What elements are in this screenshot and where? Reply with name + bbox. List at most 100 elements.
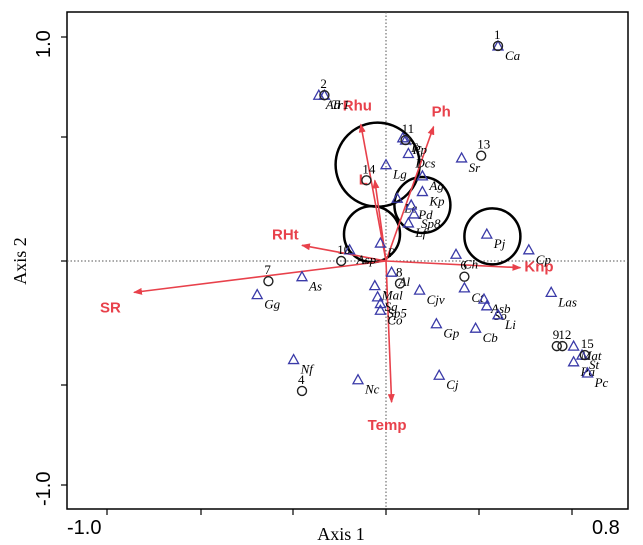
env-vectors: Rhu Ph L RHt SR Knp Temp [100, 97, 554, 434]
species-point-nf [287, 353, 300, 365]
species-label-lg: Lg [392, 167, 407, 182]
species-point-al [385, 265, 398, 277]
species-point-sg [371, 290, 384, 302]
vector-label-rhu: Rhu [343, 97, 372, 114]
species-point-gp [430, 317, 443, 329]
species-label-sp5: Sp5 [387, 306, 407, 321]
species-label-ch: Ch [463, 256, 478, 271]
species-point-lc [391, 191, 404, 203]
site-label-10: 10 [337, 242, 350, 257]
species-label-cj: Cj [446, 377, 459, 392]
site-label-13: 13 [477, 137, 490, 152]
site-label-12: 12 [558, 327, 571, 342]
species-point-las [545, 286, 558, 298]
species-point-asp [343, 243, 356, 255]
species-point-mat [567, 339, 580, 351]
species-label-lf: Lf [414, 225, 428, 240]
species-point-as [295, 270, 309, 282]
species-label-las: Las [557, 294, 577, 309]
vector-label-temp: Temp [368, 417, 407, 434]
site-label-2: 2 [320, 76, 327, 91]
species-label-gp: Gp [443, 326, 459, 341]
species-label-co: Co [387, 312, 403, 327]
species-point-ch [449, 247, 463, 259]
species-label-ct: Ct [471, 290, 484, 305]
vector-l [372, 179, 387, 262]
site-point-15 [579, 349, 590, 361]
vector-rhu [358, 123, 387, 262]
species-label-mal: Mal [381, 288, 403, 303]
species-label-gg: Gg [264, 297, 280, 312]
species-point-pa [567, 355, 580, 367]
species-label-asp: Asp [356, 252, 377, 267]
site-label-7: 7 [264, 262, 271, 277]
species-point-tc [396, 131, 409, 143]
y-tick-label-max: 1.0 [33, 30, 55, 58]
site-point-14 [361, 175, 372, 186]
vector-ph [385, 125, 435, 262]
site-label-11: 11 [402, 121, 415, 136]
species-label-kp: Kp [428, 194, 445, 209]
species-point-kp [416, 185, 429, 197]
vector-temp [385, 260, 395, 404]
species-label-asb: Asb [490, 301, 511, 316]
x-axis-title: Axis 1 [317, 524, 365, 544]
site-label-14: 14 [362, 161, 376, 176]
vector-label-sr: SR [100, 299, 121, 316]
x-tick-label-min: -1.0 [67, 517, 101, 539]
species-label-cb: Cb [483, 330, 499, 345]
species-point-ct [458, 281, 471, 293]
vector-label-knp: Knp [524, 259, 553, 276]
species-point-gg [251, 288, 264, 300]
species-point-cj [433, 368, 446, 380]
species-point-pc [581, 366, 594, 378]
species-label-dcs: Dcs [414, 155, 435, 170]
site-label-6: 6 [460, 258, 467, 273]
site-point-1 [492, 40, 504, 52]
species-label-pc: Pc [594, 375, 609, 390]
species-point-lf [402, 216, 415, 228]
y-axis-title: Axis 2 [10, 237, 30, 285]
species-point-mal [368, 279, 381, 291]
site-point-11 [400, 134, 411, 146]
species-point-li [491, 308, 505, 320]
species-label-sr: Sr [469, 160, 482, 175]
species-label-tc: Tc [410, 140, 422, 155]
species-point-pd [405, 198, 418, 210]
species-label-as: As [308, 279, 322, 294]
species-point-ad [312, 88, 325, 100]
species-point-sp5 [374, 297, 387, 309]
site-point-12 [557, 340, 568, 352]
species-label-sp8: Sp8 [421, 216, 441, 231]
species-point-sp8 [407, 207, 421, 219]
species-label-cp: Cp [536, 252, 552, 267]
species-label-cjv: Cjv [427, 292, 445, 307]
vector-label-rht: RHt [272, 226, 299, 243]
species-point-sr [455, 151, 468, 163]
species-point-co [374, 303, 387, 315]
species-point-dcs [402, 147, 415, 159]
species-label-tr1: Tr1 [331, 97, 349, 112]
axis-ticks [61, 36, 573, 515]
species-label-pp: Pp [412, 142, 428, 157]
species-point-so [480, 299, 493, 311]
species-label-ca: Ca [505, 48, 521, 63]
species-point-cb [469, 321, 482, 333]
species-label-ad: Ad [325, 97, 341, 112]
species-point-p [374, 236, 387, 248]
species-label-pd: Pd [417, 207, 433, 222]
species-label-st: St [589, 357, 600, 372]
x-tick-label-max: 0.8 [592, 517, 620, 539]
site-point-10 [336, 255, 347, 267]
species-point-nc [351, 373, 365, 385]
site-point-13 [476, 150, 487, 161]
vector-label-l: L [359, 171, 368, 188]
site-point-4 [296, 385, 308, 397]
site-point-6 [459, 271, 470, 282]
site-point-8 [394, 278, 406, 289]
species-label-sg: Sg [385, 299, 399, 314]
y-tick-label-min: -1.0 [33, 472, 55, 506]
vector-rht [301, 243, 387, 262]
